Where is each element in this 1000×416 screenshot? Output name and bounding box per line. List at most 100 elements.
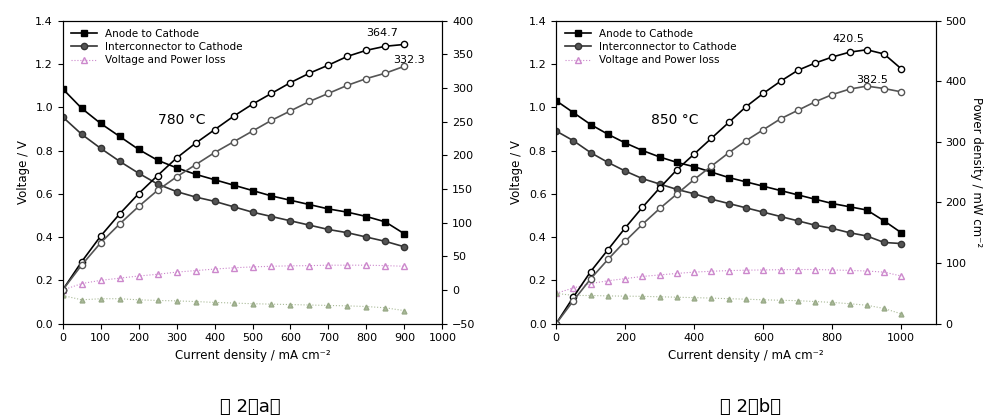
Text: 332.3: 332.3 [393, 55, 425, 65]
Interconnector to Cathode [705, 197, 717, 202]
Interconnector to Cathode [636, 176, 648, 181]
Anode to Cathode [567, 110, 579, 115]
Voltage and Power loss [171, 270, 183, 275]
Anode to Cathode [636, 148, 648, 153]
Voltage and Power loss [398, 264, 410, 269]
Voltage and Power loss [705, 269, 717, 274]
Anode to Cathode [322, 206, 334, 211]
Text: 420.5: 420.5 [832, 35, 864, 45]
Interconnector to Cathode [398, 244, 410, 249]
Interconnector to Cathode [654, 181, 666, 186]
Interconnector to Cathode [247, 210, 259, 215]
Anode to Cathode [247, 188, 259, 193]
Anode to Cathode [284, 198, 296, 203]
Anode to Cathode [114, 134, 126, 139]
Voltage and Power loss [844, 268, 856, 273]
Voltage and Power loss [341, 262, 353, 267]
Voltage and Power loss [228, 265, 240, 270]
Anode to Cathode [265, 193, 277, 198]
Anode to Cathode [133, 147, 145, 152]
Text: 850 °C: 850 °C [651, 113, 699, 126]
Line: Voltage and Power loss: Voltage and Power loss [553, 267, 904, 296]
Voltage and Power loss [826, 267, 838, 272]
Text: 图 2（a）: 图 2（a） [220, 398, 280, 416]
Voltage and Power loss [654, 272, 666, 277]
Anode to Cathode [688, 164, 700, 169]
Line: Voltage and Power loss: Voltage and Power loss [60, 262, 407, 293]
Voltage and Power loss [740, 267, 752, 272]
Interconnector to Cathode [228, 204, 240, 209]
X-axis label: Current density / mA cm⁻²: Current density / mA cm⁻² [668, 349, 824, 362]
Legend: Anode to Cathode, Interconnector to Cathode, Voltage and Power loss: Anode to Cathode, Interconnector to Cath… [561, 26, 740, 68]
Voltage and Power loss [265, 264, 277, 269]
Voltage and Power loss [550, 291, 562, 296]
Anode to Cathode [171, 165, 183, 170]
Voltage and Power loss [190, 268, 202, 273]
Interconnector to Cathode [190, 195, 202, 200]
Voltage and Power loss [809, 267, 821, 272]
Interconnector to Cathode [723, 201, 735, 206]
Anode to Cathode [723, 175, 735, 180]
Line: Anode to Cathode: Anode to Cathode [553, 98, 904, 236]
Voltage and Power loss [585, 281, 597, 286]
Anode to Cathode [398, 231, 410, 236]
Voltage and Power loss [878, 270, 890, 275]
Voltage and Power loss [247, 265, 259, 270]
Voltage and Power loss [322, 262, 334, 267]
Interconnector to Cathode [602, 160, 614, 165]
Anode to Cathode [152, 158, 164, 163]
Interconnector to Cathode [284, 218, 296, 223]
Anode to Cathode [76, 106, 88, 111]
Anode to Cathode [757, 184, 769, 189]
X-axis label: Current density / mA cm⁻²: Current density / mA cm⁻² [175, 349, 330, 362]
Voltage and Power loss [133, 273, 145, 278]
Anode to Cathode [792, 192, 804, 197]
Interconnector to Cathode [740, 206, 752, 210]
Interconnector to Cathode [114, 159, 126, 164]
Anode to Cathode [775, 188, 787, 193]
Anode to Cathode [705, 170, 717, 175]
Y-axis label: Voltage / V: Voltage / V [17, 140, 30, 204]
Interconnector to Cathode [152, 181, 164, 186]
Interconnector to Cathode [809, 223, 821, 228]
Line: Interconnector to Cathode: Interconnector to Cathode [60, 114, 407, 250]
Voltage and Power loss [792, 267, 804, 272]
Interconnector to Cathode [360, 235, 372, 240]
Interconnector to Cathode [567, 138, 579, 143]
Interconnector to Cathode [209, 199, 221, 204]
Anode to Cathode [861, 208, 873, 213]
Interconnector to Cathode [303, 223, 315, 228]
Interconnector to Cathode [895, 241, 907, 246]
Voltage and Power loss [57, 287, 69, 292]
Anode to Cathode [809, 197, 821, 202]
Interconnector to Cathode [757, 210, 769, 215]
Voltage and Power loss [619, 276, 631, 281]
Voltage and Power loss [114, 276, 126, 281]
Anode to Cathode [671, 160, 683, 165]
Voltage and Power loss [636, 274, 648, 279]
Anode to Cathode [550, 98, 562, 103]
Anode to Cathode [190, 172, 202, 177]
Text: 780 °C: 780 °C [158, 113, 205, 126]
Interconnector to Cathode [322, 227, 334, 232]
Voltage and Power loss [602, 278, 614, 283]
Y-axis label: Power density / mW cm⁻²: Power density / mW cm⁻² [970, 97, 983, 247]
Anode to Cathode [895, 230, 907, 235]
Interconnector to Cathode [775, 214, 787, 219]
Voltage and Power loss [303, 263, 315, 268]
Interconnector to Cathode [133, 171, 145, 176]
Anode to Cathode [360, 214, 372, 219]
Voltage and Power loss [775, 267, 787, 272]
Line: Interconnector to Cathode: Interconnector to Cathode [553, 128, 904, 247]
Voltage and Power loss [861, 269, 873, 274]
Anode to Cathode [95, 121, 107, 126]
Voltage and Power loss [152, 272, 164, 277]
Interconnector to Cathode [57, 114, 69, 119]
Anode to Cathode [57, 87, 69, 92]
Legend: Anode to Cathode, Interconnector to Cathode, Voltage and Power loss: Anode to Cathode, Interconnector to Cath… [68, 26, 246, 68]
Interconnector to Cathode [76, 132, 88, 137]
Anode to Cathode [826, 201, 838, 206]
Interconnector to Cathode [671, 187, 683, 192]
Anode to Cathode [209, 177, 221, 182]
Voltage and Power loss [76, 281, 88, 286]
